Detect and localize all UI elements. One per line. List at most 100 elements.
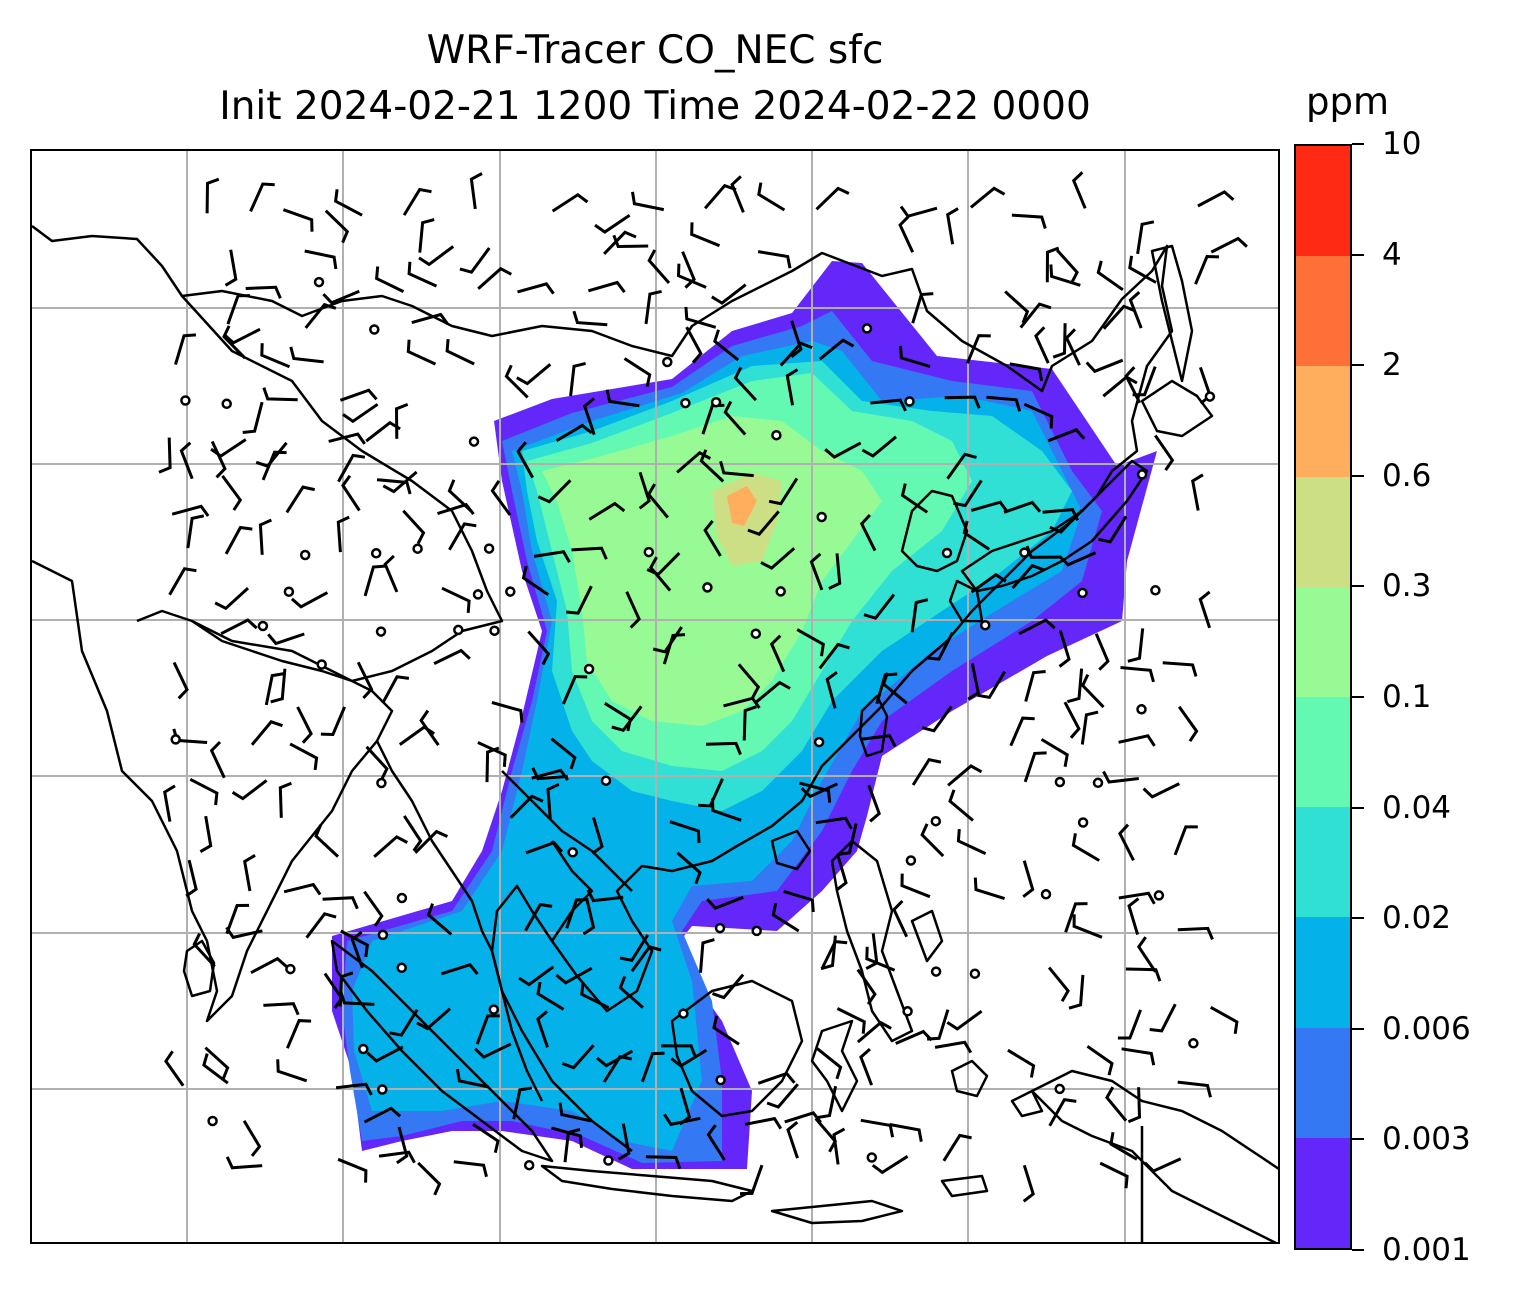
philippines — [830, 839, 944, 1043]
wind-barb — [757, 1071, 796, 1085]
wind-barb — [986, 395, 1022, 412]
wind-barb — [569, 361, 586, 397]
wind-barb — [648, 556, 672, 592]
wind-barb — [338, 971, 354, 1007]
wind-barb — [733, 366, 758, 402]
wind-barb — [618, 975, 644, 1009]
wind-barb — [210, 438, 247, 458]
wind-barb — [1040, 738, 1069, 767]
wind-barb — [296, 706, 313, 744]
wind-barb — [242, 1120, 262, 1157]
wind-barb — [860, 1118, 895, 1138]
wind-barb — [389, 1008, 419, 1037]
wind-barb — [1191, 473, 1204, 511]
wind-barb — [867, 784, 881, 823]
colorbar-tick-label: 0.6 — [1382, 457, 1432, 494]
wind-barb — [322, 896, 359, 910]
wind-barb — [785, 368, 799, 406]
wind-barb — [561, 1044, 595, 1070]
wind-barb — [1125, 967, 1162, 982]
wind-barb — [1194, 254, 1220, 285]
wind-barb — [1047, 966, 1070, 1002]
asia-mainland-coast — [32, 225, 1174, 1152]
calm-circle — [861, 323, 873, 334]
wind-barb — [527, 630, 551, 666]
wind-barb — [447, 479, 473, 513]
wind-barb — [223, 327, 261, 345]
colorbar-tick — [1352, 696, 1364, 698]
wind-barb — [363, 1106, 402, 1124]
wind-barb — [970, 572, 1007, 594]
wind-barb — [1086, 1045, 1114, 1076]
colorbar-segment-1 — [1296, 1027, 1350, 1138]
wind-barb — [796, 628, 825, 657]
wind-barb — [337, 453, 366, 483]
wind-barb — [518, 965, 555, 987]
calm-circle — [1188, 1038, 1199, 1049]
wind-barb — [871, 1155, 909, 1175]
wind-barb — [418, 245, 455, 267]
wind-barb — [328, 432, 366, 445]
wind-barb — [1102, 770, 1139, 784]
wind-barb — [1080, 710, 1099, 745]
wind-barb — [699, 938, 715, 973]
wind-barb — [341, 474, 361, 512]
wind-barb — [314, 824, 340, 858]
wind-barb — [946, 1009, 983, 1031]
calm-circle — [396, 892, 408, 904]
calm-circle — [1054, 1083, 1065, 1095]
wind-barb — [179, 441, 194, 480]
wind-barb — [1047, 428, 1086, 443]
wind-barb — [662, 633, 686, 665]
wind-barb — [394, 403, 409, 439]
wind-barb — [747, 510, 780, 536]
wind-barb — [1118, 734, 1156, 747]
wind-barb — [322, 289, 360, 305]
malay-peninsula — [490, 950, 544, 1102]
wind-barb — [1058, 551, 1097, 567]
wind-barb — [824, 441, 862, 459]
calm-circle — [930, 815, 942, 827]
wind-barb — [250, 956, 288, 975]
wind-barb — [383, 554, 399, 593]
wind-barb — [474, 1042, 512, 1059]
wind-barb — [630, 945, 662, 973]
wind-barb — [433, 648, 471, 665]
wind-barb — [407, 261, 438, 288]
wind-barb — [1210, 236, 1248, 254]
wind-barb — [365, 745, 389, 781]
wind-barb — [784, 1111, 822, 1124]
wind-barb — [1072, 914, 1103, 939]
calm-circle — [370, 548, 382, 559]
wind-barbs — [158, 171, 1248, 1203]
wind-barb — [713, 329, 740, 362]
wind-barb — [1048, 1097, 1077, 1127]
korea — [900, 489, 969, 573]
calm-circle — [1136, 704, 1147, 715]
calm-circle — [1092, 777, 1104, 789]
wind-barb — [1120, 666, 1155, 683]
map-title-line1: WRF-Tracer CO_NEC sfc — [426, 28, 884, 73]
wind-barb — [445, 338, 475, 366]
wind-barb — [730, 175, 745, 213]
wind-barb — [537, 479, 572, 504]
wind-barb — [1198, 590, 1212, 629]
wind-barb — [509, 794, 544, 819]
colorbar-tick-label: 0.3 — [1382, 568, 1432, 605]
wind-barb — [286, 1019, 312, 1049]
wind-barb — [967, 663, 980, 701]
wind-barb — [705, 741, 742, 756]
wind-barb — [250, 720, 283, 746]
wind-barb — [1004, 290, 1030, 324]
wind-barb — [898, 215, 915, 253]
wind-barb — [1023, 402, 1054, 429]
wind-barb — [817, 1085, 838, 1119]
wind-barb — [706, 1124, 726, 1161]
calm-circle — [1150, 585, 1161, 596]
wind-barb — [1162, 661, 1198, 677]
wind-barb — [899, 345, 931, 369]
wind-barb — [837, 823, 858, 856]
wind-barb — [376, 478, 412, 495]
wind-barb — [1209, 1005, 1239, 1035]
wind-barb — [1049, 509, 1083, 534]
